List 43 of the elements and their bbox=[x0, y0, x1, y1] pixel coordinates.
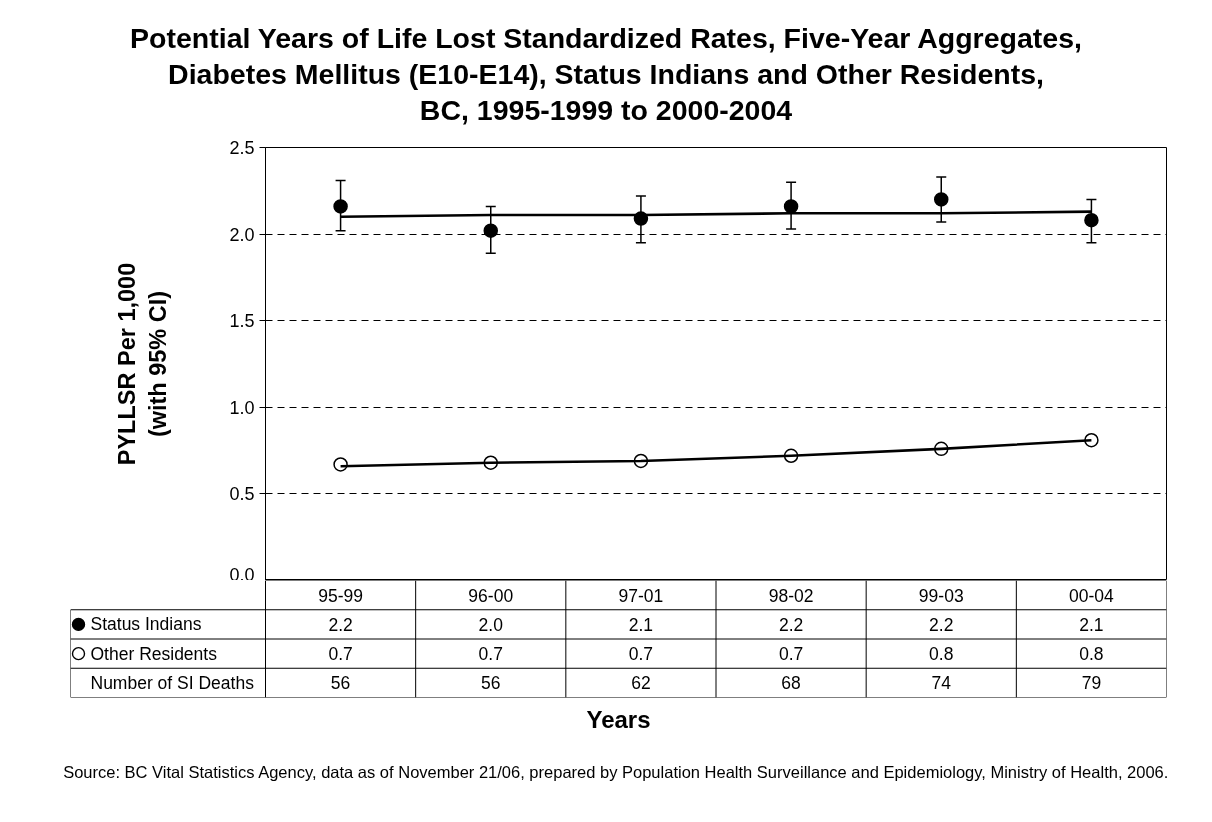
legend-label: Other Residents bbox=[90, 643, 218, 664]
text: 56 bbox=[330, 673, 351, 694]
chart-title: Potential Years of Life Lost Standardized Rates, Five-Year Aggregates, Diabetes Mellitus (E10-E14), Status Indians and Other Residents, BC, 1995-1999 to 2000-2004 bbox=[130, 21, 1082, 128]
point bbox=[934, 192, 949, 207]
y-tick-label: 1.5 bbox=[229, 311, 255, 332]
data-label: 2.2 bbox=[778, 614, 804, 635]
data-label: 2.2 bbox=[328, 614, 353, 635]
text: 74 bbox=[931, 673, 951, 694]
source-note: Source: BC Vital Statistics Agency, data as of November 21/06, prepared by Population Health Surveillance and Epidemiology, Ministry of Health, 2006. bbox=[63, 762, 1169, 781]
data-label: 0.8 bbox=[929, 644, 954, 665]
y-tick-label: 0.5 bbox=[229, 484, 255, 505]
x-tick-label: 97-01 bbox=[618, 585, 664, 606]
x-tick-label: 99-03 bbox=[918, 585, 964, 606]
data-label: 0.8 bbox=[1079, 644, 1104, 665]
text: 79 bbox=[1081, 673, 1102, 694]
y-tick-label: 2.0 bbox=[229, 224, 255, 245]
x-axis-title: Years bbox=[586, 706, 651, 733]
x-tick-label: 95-99 bbox=[318, 585, 363, 606]
data-label: 2.2 bbox=[929, 614, 954, 635]
point bbox=[333, 199, 348, 214]
text: Number of SI Deaths bbox=[90, 672, 255, 693]
data-label: 2.1 bbox=[628, 614, 654, 635]
data-label: 0.7 bbox=[778, 644, 804, 665]
y-tick-label: 0.0 bbox=[229, 564, 255, 585]
point bbox=[483, 223, 498, 238]
x-tick-label: 98-02 bbox=[768, 585, 814, 606]
y-tick-label: 1.0 bbox=[229, 397, 255, 418]
x-tick-label: 00-04 bbox=[1069, 585, 1115, 606]
y-tick-label: 2.5 bbox=[229, 138, 255, 158]
data-label: 2.1 bbox=[1079, 614, 1104, 635]
data-label: 0.7 bbox=[328, 644, 353, 665]
point bbox=[783, 199, 799, 214]
text: 68 bbox=[781, 673, 801, 694]
y-axis-title: PYLLSR Per 1,000 (with 95% CI) bbox=[114, 262, 172, 466]
legend-label: Status Indians bbox=[90, 614, 202, 635]
x-tick-label: 96-00 bbox=[468, 585, 514, 606]
text: 62 bbox=[631, 673, 651, 694]
data-label: 2.0 bbox=[478, 614, 504, 635]
data-label: 0.7 bbox=[628, 644, 654, 665]
point bbox=[333, 457, 348, 472]
point bbox=[1084, 213, 1099, 228]
text: 56 bbox=[481, 673, 501, 694]
data-label: 0.7 bbox=[478, 644, 503, 665]
